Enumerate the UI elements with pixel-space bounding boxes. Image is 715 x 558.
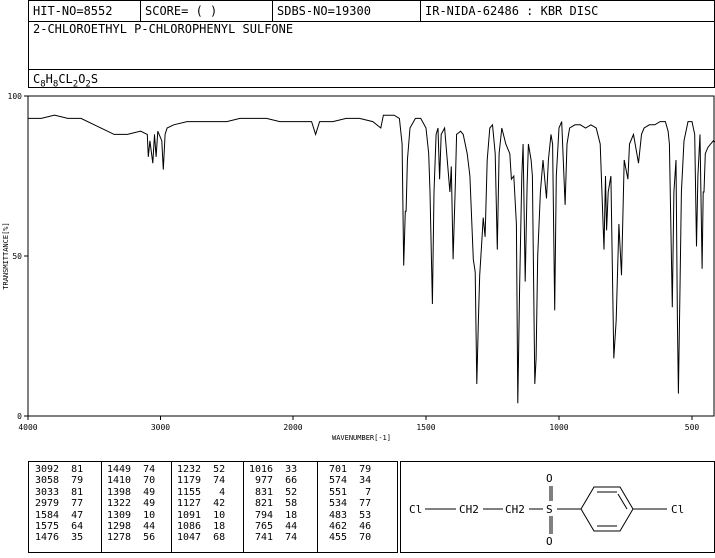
oxygen-bottom-label: O [546, 535, 553, 548]
peak-row: 831 52 [249, 486, 298, 498]
peak-row: 1086 18 [177, 521, 226, 533]
structure-box: Cl CH2 CH2 S O O Cl [400, 461, 715, 553]
peak-row: 1278 56 [107, 532, 156, 544]
x-tick-label: 2000 [283, 423, 302, 432]
peak-row: 1309 10 [107, 509, 156, 521]
peak-row: 1322 49 [107, 498, 156, 510]
peak-row: 765 44 [249, 521, 298, 533]
peak-column: 701 79 574 34 551 7 534 77 483 53 462 46… [323, 464, 371, 544]
peak-row: 1179 74 [177, 475, 226, 487]
hit-number: HIT-NO=8552 [29, 1, 141, 21]
plot-frame [27, 95, 715, 417]
peak-table: 3092 81 3058 79 3033 81 2979 77 1584 47 1575 … [28, 461, 398, 553]
methylene-1-label: CH2 [459, 503, 479, 516]
compound-name: 2-CHLOROETHYL P-CHLOROPHENYL SULFONE [33, 22, 294, 36]
chlorine-right-label: Cl [671, 503, 684, 516]
structure-diagram: Cl CH2 CH2 S O O Cl [409, 472, 684, 548]
peak-column: 1232 52 1179 74 1155 4 1127 42 1091 10 1086 1… [177, 464, 225, 544]
peak-row: 1449 74 [107, 464, 156, 475]
peak-row: 1155 4 [177, 486, 226, 498]
peak-row: 1584 47 [35, 509, 84, 521]
peak-column: 1449 74 1410 70 1398 49 1322 49 1309 10 1298 … [107, 464, 155, 544]
sulfur-label: S [546, 503, 553, 516]
peak-row: 1127 42 [177, 498, 226, 510]
y-tick-label: 0 [17, 412, 22, 421]
x-tick-label: 3000 [151, 423, 170, 432]
spectrum-line [28, 114, 715, 404]
x-tick-label: 500 [685, 423, 700, 432]
y-tick-label: 100 [8, 92, 23, 101]
chlorine-left-label: Cl [409, 503, 422, 516]
peak-row: 821 58 [249, 498, 298, 510]
peak-row: 3033 81 [35, 486, 84, 498]
peak-row: 455 70 [323, 532, 372, 544]
peak-row: 1091 10 [177, 509, 226, 521]
peak-row: 1016 33 [249, 464, 298, 475]
ir-source: IR-NIDA-62486 : KBR DISC [425, 4, 599, 18]
peak-row: 551 7 [323, 486, 372, 498]
peak-row: 1047 68 [177, 532, 226, 544]
x-axis-label: WAVENUMBER[-1] [332, 434, 391, 442]
peak-row: 701 79 [323, 464, 372, 475]
x-tick-label: 1500 [416, 423, 435, 432]
peak-row: 3092 81 [35, 464, 84, 475]
molecular-formula: C8H8CL2O2S [33, 72, 99, 90]
x-tick-label: 1000 [549, 423, 568, 432]
peak-row: 574 34 [323, 475, 372, 487]
peak-row: 1476 35 [35, 532, 84, 544]
x-tick-label: 4000 [18, 423, 37, 432]
peak-row: 1232 52 [177, 464, 226, 475]
methylene-2-label: CH2 [505, 503, 525, 516]
peak-row: 1398 49 [107, 486, 156, 498]
benzene-ring [580, 486, 634, 532]
peak-row: 741 74 [249, 532, 298, 544]
sdbs-number: SDBS-NO=19300 [273, 1, 421, 21]
peak-row: 794 18 [249, 509, 298, 521]
peak-row: 1575 64 [35, 521, 84, 533]
peak-row: 534 77 [323, 498, 372, 510]
peak-row: 977 66 [249, 475, 298, 487]
y-tick-label: 50 [12, 252, 22, 261]
peak-row: 2979 77 [35, 498, 84, 510]
oxygen-top-label: O [546, 472, 553, 485]
score: SCORE= ( ) [141, 1, 273, 21]
peak-row: 462 46 [323, 521, 372, 533]
peak-column: 3092 81 3058 79 3033 81 2979 77 1584 47 1575 … [35, 464, 83, 544]
peak-row: 1410 70 [107, 475, 156, 487]
header-bar: HIT-NO=8552 SCORE= ( ) SDBS-NO=19300 IR-… [28, 0, 715, 90]
peak-row: 1298 44 [107, 521, 156, 533]
peak-row: 483 53 [323, 509, 372, 521]
peak-row: 3058 79 [35, 475, 84, 487]
ir-spectrum-chart: 4000 3000 2000 1500 1000 500100500WAVENUMBER[… [2, 92, 715, 442]
peak-column: 1016 33 977 66 831 52 821 58 794 18 765 … [249, 464, 297, 544]
y-axis-label: TRANSMITTANCE[%] [2, 222, 10, 289]
